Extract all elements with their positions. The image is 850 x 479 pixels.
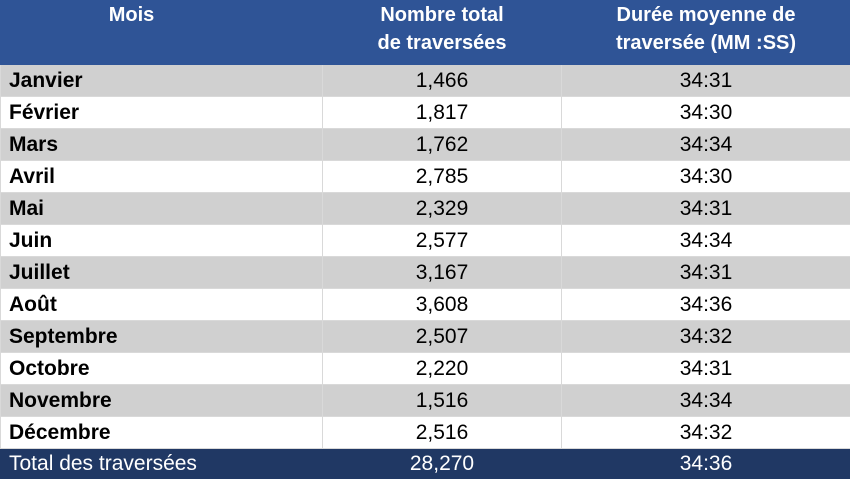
row-crossings: 1,762: [323, 129, 562, 161]
row-month: Mars: [1, 129, 323, 161]
row-month: Juillet: [1, 257, 323, 289]
header-crossings: Nombre total de traversées: [323, 1, 562, 65]
row-duration: 34:31: [562, 353, 850, 385]
table-row: Juillet 3,167 34:31: [1, 257, 850, 289]
row-duration: 34:30: [562, 97, 850, 129]
row-month: Janvier: [1, 65, 323, 97]
total-crossings: 28,270: [323, 449, 562, 479]
table-row: Février 1,817 34:30: [1, 97, 850, 129]
total-duration: 34:36: [562, 449, 850, 479]
table-row: Novembre 1,516 34:34: [1, 385, 850, 417]
header-crossings-line1: Nombre total: [380, 4, 503, 26]
table-row: Mars 1,762 34:34: [1, 129, 850, 161]
table-row: Mai 2,329 34:31: [1, 193, 850, 225]
row-month: Septembre: [1, 321, 323, 353]
row-month: Juin: [1, 225, 323, 257]
row-crossings: 1,817: [323, 97, 562, 129]
row-crossings: 2,785: [323, 161, 562, 193]
table-footer: Total des traversées 28,270 34:36: [1, 449, 850, 479]
header-month: Mois: [1, 1, 323, 65]
header-duration: Durée moyenne de traversée (MM :SS): [562, 1, 850, 65]
row-duration: 34:30: [562, 161, 850, 193]
table-row: Septembre 2,507 34:32: [1, 321, 850, 353]
table-row: Décembre 2,516 34:32: [1, 417, 850, 449]
row-duration: 34:36: [562, 289, 850, 321]
table-row: Juin 2,577 34:34: [1, 225, 850, 257]
row-crossings: 2,507: [323, 321, 562, 353]
row-duration: 34:31: [562, 257, 850, 289]
row-duration: 34:34: [562, 385, 850, 417]
row-duration: 34:34: [562, 129, 850, 161]
total-row: Total des traversées 28,270 34:36: [1, 449, 850, 479]
row-month: Décembre: [1, 417, 323, 449]
row-crossings: 2,329: [323, 193, 562, 225]
table-header: Mois Nombre total de traversées Durée mo…: [1, 1, 850, 65]
table-row: Août 3,608 34:36: [1, 289, 850, 321]
row-month: Novembre: [1, 385, 323, 417]
header-duration-line1: Durée moyenne de: [617, 4, 796, 26]
row-month: Avril: [1, 161, 323, 193]
table-row: Octobre 2,220 34:31: [1, 353, 850, 385]
row-month: Mai: [1, 193, 323, 225]
row-crossings: 3,608: [323, 289, 562, 321]
row-duration: 34:31: [562, 193, 850, 225]
row-crossings: 1,466: [323, 65, 562, 97]
header-duration-line2: traversée (MM :SS): [616, 32, 796, 54]
row-crossings: 1,516: [323, 385, 562, 417]
row-crossings: 3,167: [323, 257, 562, 289]
row-crossings: 2,577: [323, 225, 562, 257]
header-crossings-line2: de traversées: [378, 32, 507, 54]
row-month: Octobre: [1, 353, 323, 385]
header-row: Mois Nombre total de traversées Durée mo…: [1, 1, 850, 65]
table-body: Janvier 1,466 34:31 Février 1,817 34:30 …: [1, 65, 850, 449]
table-row: Avril 2,785 34:30: [1, 161, 850, 193]
table-row: Janvier 1,466 34:31: [1, 65, 850, 97]
row-duration: 34:31: [562, 65, 850, 97]
total-label: Total des traversées: [1, 449, 323, 479]
row-duration: 34:34: [562, 225, 850, 257]
row-duration: 34:32: [562, 417, 850, 449]
header-month-label: Mois: [109, 4, 155, 26]
row-duration: 34:32: [562, 321, 850, 353]
row-crossings: 2,516: [323, 417, 562, 449]
row-month: Février: [1, 97, 323, 129]
row-month: Août: [1, 289, 323, 321]
row-crossings: 2,220: [323, 353, 562, 385]
